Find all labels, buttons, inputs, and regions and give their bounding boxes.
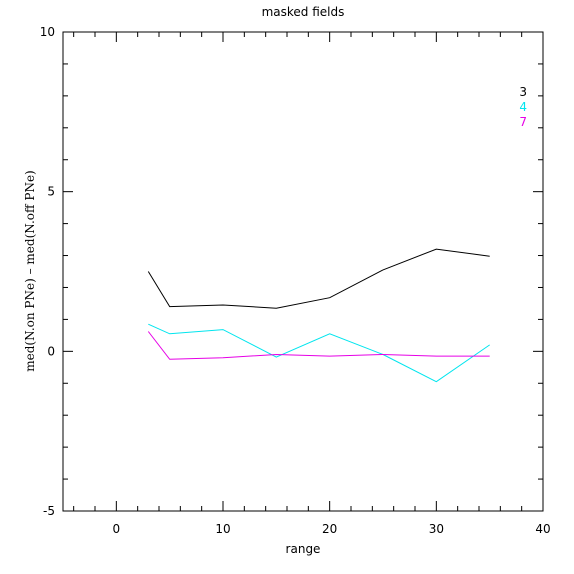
y-tick-label: 10 bbox=[40, 25, 55, 39]
x-tick-label: 30 bbox=[429, 522, 444, 536]
series-line-7 bbox=[147, 331, 490, 360]
y-tick-label: 0 bbox=[47, 344, 55, 358]
x-tick-label: 10 bbox=[215, 522, 230, 536]
x-axis-label: range bbox=[286, 542, 321, 556]
series-line-3 bbox=[147, 248, 490, 309]
series-line-4 bbox=[148, 323, 490, 383]
y-axis-label: med(N.on PNe) – med(N.off PNe) bbox=[23, 170, 37, 371]
legend-entry-3: 3 bbox=[519, 85, 527, 99]
y-tick-label: 5 bbox=[47, 185, 55, 199]
series-lines bbox=[147, 248, 490, 383]
chart-title: masked fields bbox=[262, 5, 345, 19]
legend-entry-7: 7 bbox=[519, 115, 527, 129]
x-tick-label: 20 bbox=[322, 522, 337, 536]
legend: 347 bbox=[519, 85, 527, 129]
y-tick-label: -5 bbox=[43, 504, 55, 518]
x-tick-label: 40 bbox=[535, 522, 550, 536]
x-tick-label: 0 bbox=[113, 522, 121, 536]
plot-frame bbox=[62, 31, 544, 512]
axis-ticks bbox=[63, 31, 544, 512]
tick-labels: 0 10 20 30 40 -5 0 5 10 bbox=[40, 25, 551, 536]
legend-entry-4: 4 bbox=[519, 100, 527, 114]
